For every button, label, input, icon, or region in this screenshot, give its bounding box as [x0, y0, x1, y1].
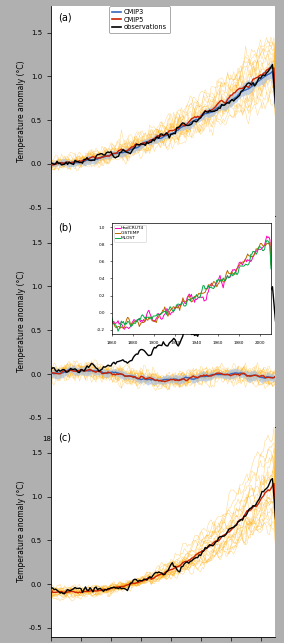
- Y-axis label: Temperature anomaly (°C): Temperature anomaly (°C): [17, 271, 26, 372]
- Text: (a): (a): [58, 13, 72, 23]
- Legend: CMIP3, CMIP5, observations: CMIP3, CMIP5, observations: [109, 6, 170, 33]
- Y-axis label: Temperature anomaly (°C): Temperature anomaly (°C): [17, 481, 26, 583]
- Text: (c): (c): [58, 433, 71, 443]
- X-axis label: Year: Year: [154, 444, 172, 453]
- Text: (b): (b): [58, 222, 72, 233]
- Y-axis label: Temperature anomaly (°C): Temperature anomaly (°C): [17, 60, 26, 162]
